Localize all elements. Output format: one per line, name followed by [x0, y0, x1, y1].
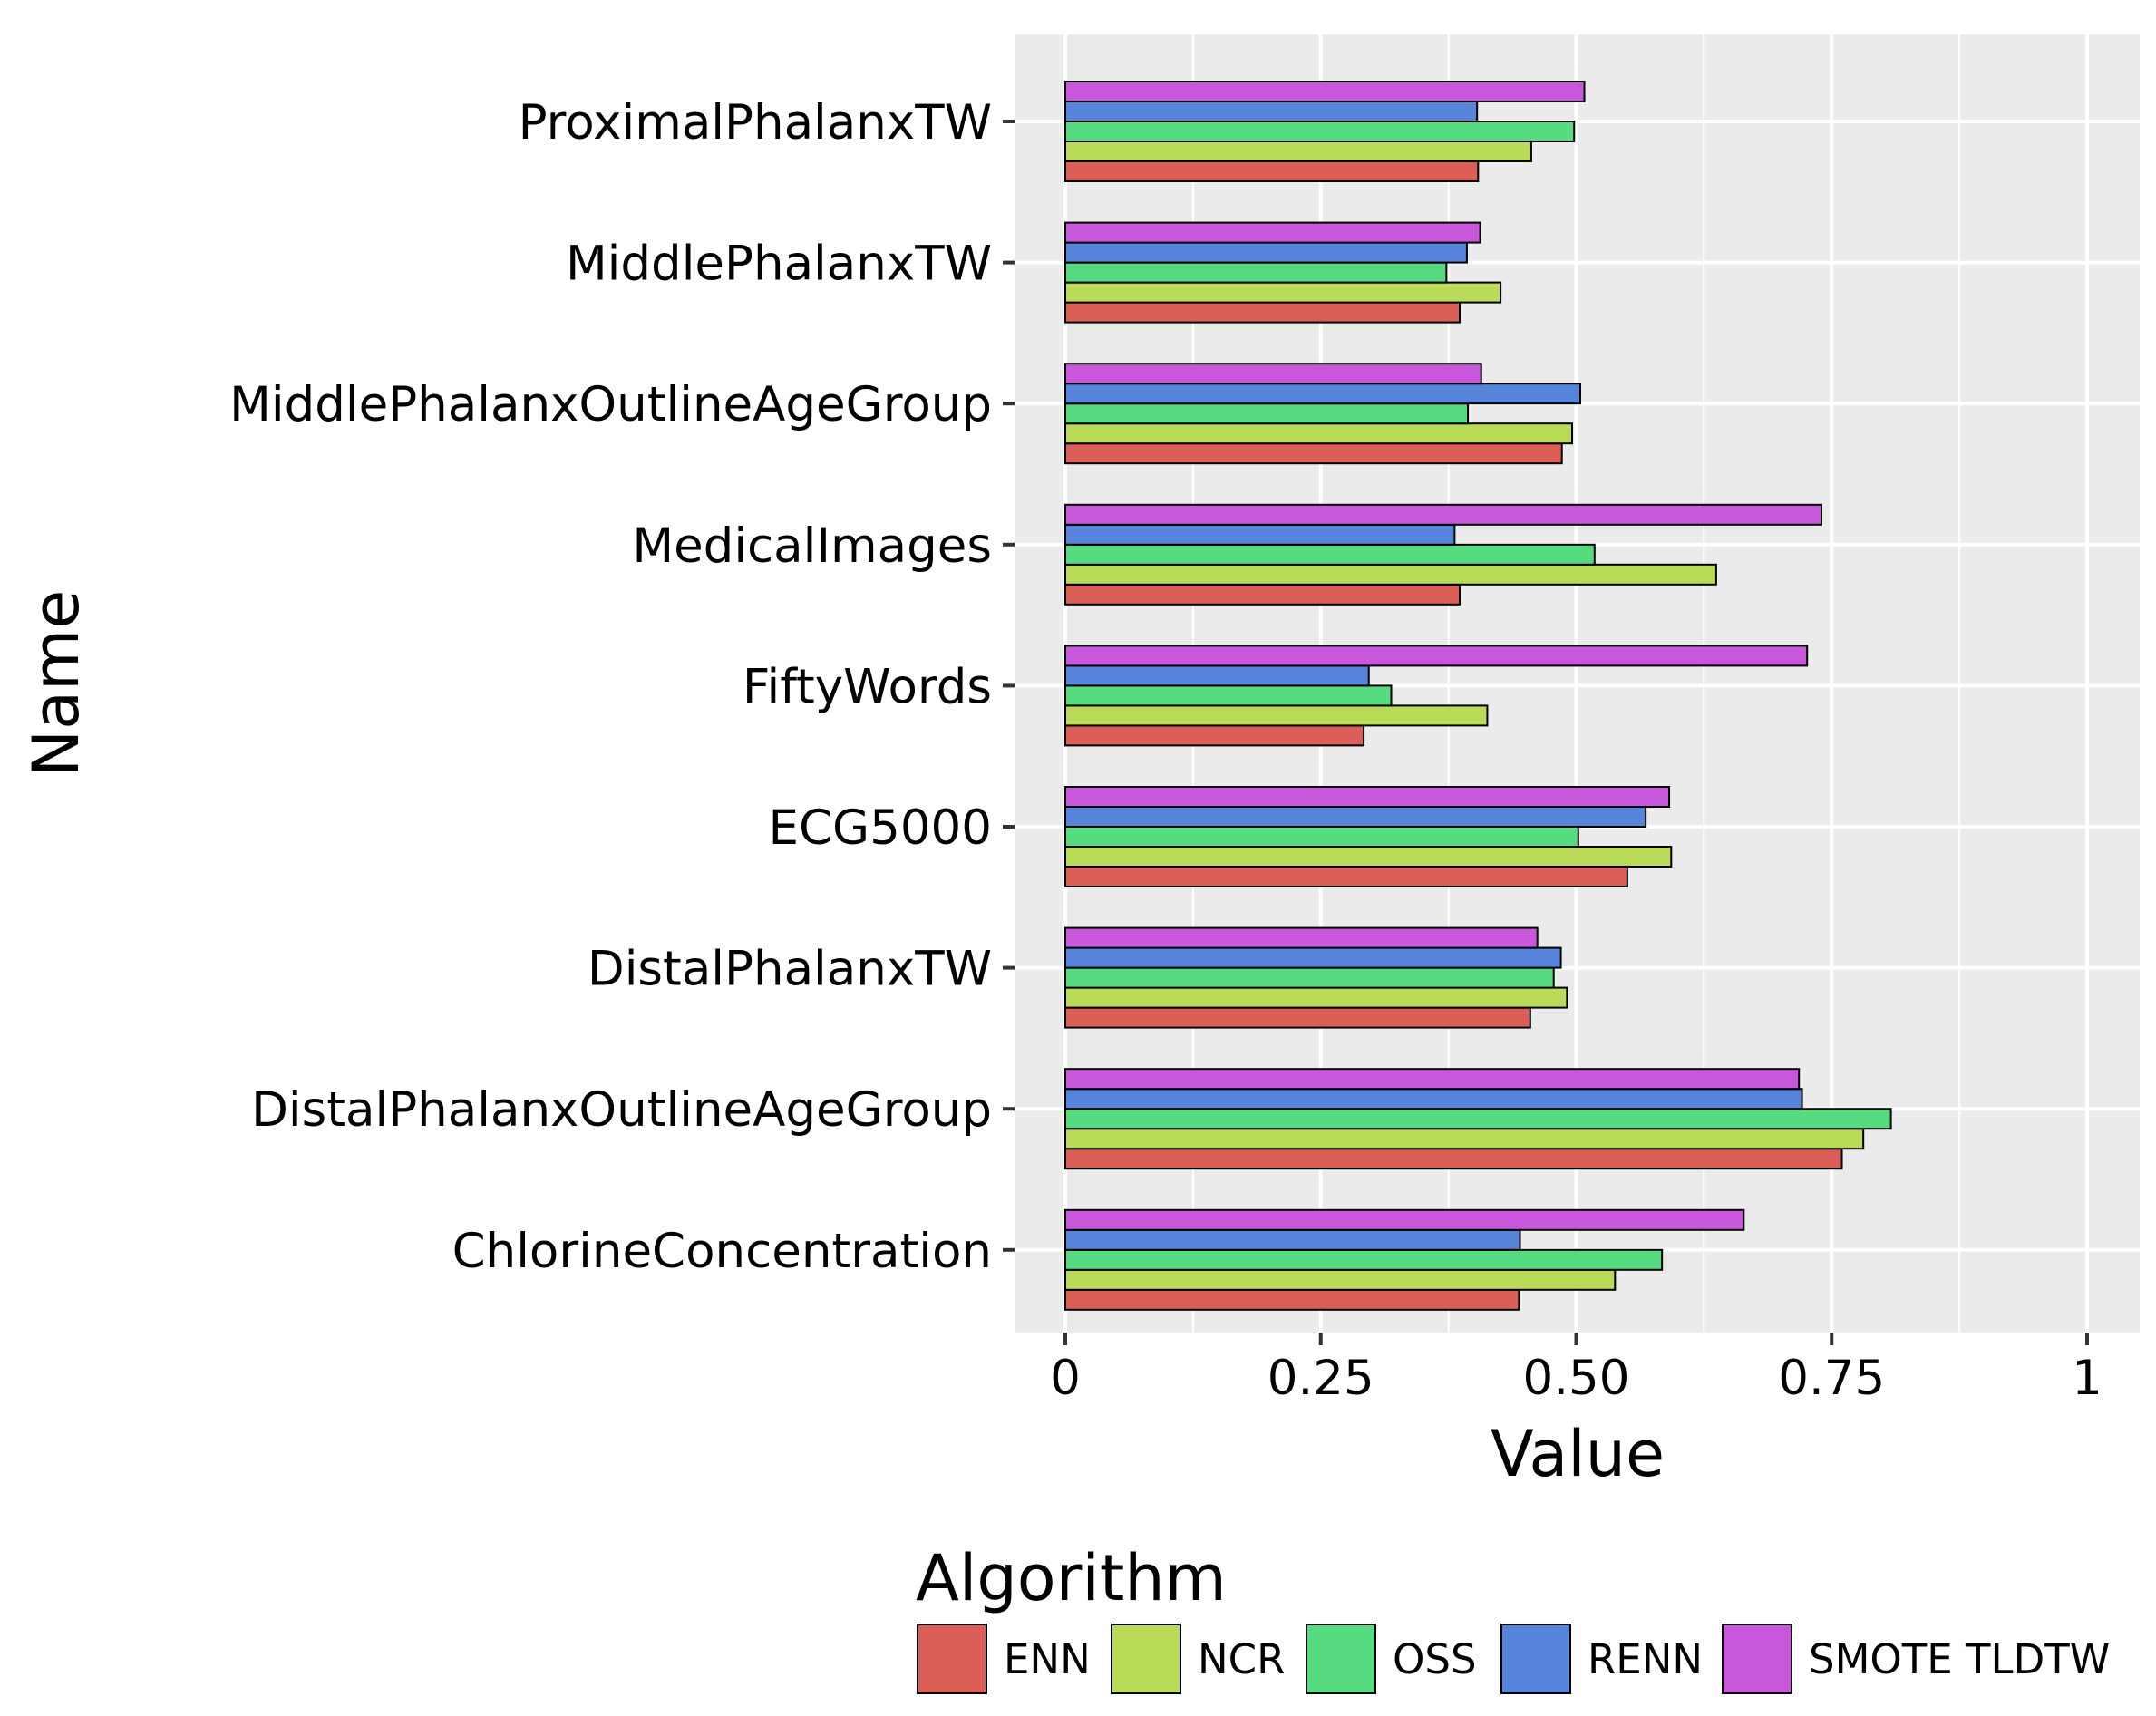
legend-label: OSS: [1393, 1635, 1477, 1683]
y-axis-title: Name: [19, 590, 93, 778]
bar: [1064, 563, 1717, 586]
bar: [1064, 141, 1532, 162]
bar: [1064, 442, 1563, 465]
bar: [1064, 786, 1671, 808]
bar: [1064, 383, 1582, 405]
bar: [1064, 523, 1456, 546]
x-tick-label: 0.50: [1522, 1351, 1629, 1406]
bar: [1064, 1128, 1865, 1150]
bar: [1064, 806, 1647, 828]
legend-title: Algorithm: [916, 1541, 1227, 1615]
bar: [1064, 261, 1448, 284]
bar: [1064, 221, 1481, 244]
bar: [1064, 826, 1579, 848]
bar: [1064, 121, 1576, 142]
bar: [1064, 1208, 1745, 1231]
legend-key: [1500, 1624, 1571, 1694]
legend-label: NCR: [1198, 1635, 1285, 1683]
bar: [1064, 684, 1393, 707]
bar: [1064, 363, 1482, 385]
y-tick-label: DistalPhalanxOutlineAgeGroup: [251, 1082, 992, 1138]
bar: [1064, 301, 1462, 324]
bar: [1064, 664, 1370, 687]
x-tick-label: 0.25: [1267, 1351, 1374, 1406]
bar: [1064, 946, 1562, 969]
bar: [1064, 866, 1628, 887]
bar: [1064, 1068, 1801, 1091]
bar: [1064, 926, 1539, 949]
y-tick-label: FiftyWords: [743, 659, 992, 714]
y-tick-label: ChlorineConcentration: [452, 1224, 992, 1279]
legend: Algorithm ENN NCR OSS RENN SMOTE TLDTW: [916, 1541, 2110, 1694]
bar: [1064, 422, 1573, 445]
bar: [1064, 1248, 1664, 1271]
bar: [1064, 281, 1502, 304]
bars: [1064, 81, 1892, 1311]
bar: [1064, 101, 1479, 122]
y-tick-label: MiddlePhalanxTW: [566, 237, 992, 292]
bar: [1064, 1268, 1617, 1291]
legend-key: [917, 1624, 987, 1694]
x-axis-title: Value: [1491, 1417, 1665, 1491]
x-axis: 0 0.25 0.50 0.75 1: [1050, 1333, 2103, 1406]
legend-key: [1722, 1624, 1792, 1694]
legend-label: ENN: [1004, 1635, 1091, 1683]
bar: [1064, 724, 1365, 747]
legend-key: [1111, 1624, 1181, 1694]
y-tick-label: MedicalImages: [632, 519, 992, 574]
legend-label: RENN: [1588, 1635, 1703, 1683]
legend-label: SMOTE TLDTW: [1809, 1635, 2110, 1683]
bar: [1064, 543, 1596, 566]
y-tick-label: MiddlePhalanxOutlineAgeGroup: [229, 377, 992, 432]
x-tick-label: 0: [1050, 1351, 1081, 1406]
bar: [1064, 1108, 1892, 1130]
bar: [1064, 1006, 1531, 1029]
bar: [1064, 1088, 1803, 1110]
bar: [1064, 241, 1468, 264]
bar: [1064, 1288, 1520, 1311]
x-tick-label: 0.75: [1778, 1351, 1885, 1406]
y-axis: ProximalPhalanxTW MiddlePhalanxTW MiddlePh…: [229, 95, 1015, 1279]
x-tick-label: 1: [2072, 1351, 2103, 1406]
bar: [1064, 846, 1673, 868]
y-tick-label: ProximalPhalanxTW: [519, 95, 992, 150]
bar: [1064, 583, 1462, 606]
legend-key: [1306, 1624, 1376, 1694]
bar: [1064, 966, 1555, 989]
bar: [1064, 503, 1822, 526]
bar: [1064, 645, 1809, 667]
bar: [1064, 160, 1480, 182]
bar: [1064, 402, 1470, 425]
bar: [1064, 1148, 1843, 1170]
y-tick-label: ECG5000: [769, 800, 992, 856]
bar: [1064, 81, 1586, 102]
bar: [1064, 986, 1568, 1009]
bar: [1064, 704, 1489, 727]
bar: [1064, 1228, 1521, 1251]
y-tick-label: DistalPhalanxTW: [588, 942, 992, 997]
